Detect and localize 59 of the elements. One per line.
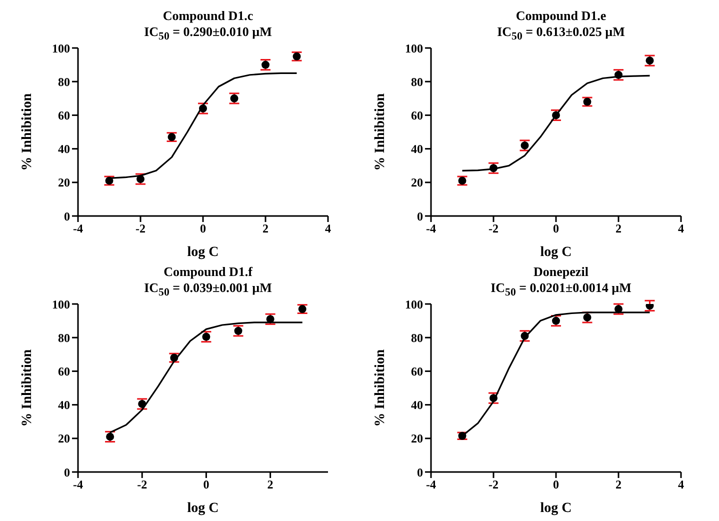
y-tick-label: 60 (411, 364, 423, 378)
y-tick-label: 0 (417, 209, 423, 224)
y-tick-label: 40 (411, 398, 423, 412)
x-tick-label: 0 (553, 478, 559, 492)
x-axis-title: log C (187, 245, 219, 260)
x-tick-label: -2 (488, 222, 498, 236)
x-tick-label: -2 (137, 478, 148, 492)
y-tick-label: 80 (411, 74, 423, 89)
chart-title: Donepezil (532, 264, 590, 280)
y-tick-label: 80 (411, 330, 423, 345)
chart-subtitle: IC$_{50}$ = 0.039±0.001 µM (144, 280, 272, 299)
x-tick-label: 2 (262, 222, 268, 236)
y-tick-label: 20 (58, 176, 70, 190)
y-tick-label: 40 (411, 142, 423, 156)
x-tick-label: 2 (267, 478, 274, 492)
x-tick-label: 0 (553, 222, 559, 236)
x-tick-label: 4 (678, 222, 684, 236)
x-tick-label: 4 (678, 478, 684, 492)
y-tick-label: 80 (58, 74, 70, 89)
y-axis-title: % Inhibition (372, 93, 388, 171)
x-tick-label: 2 (616, 478, 622, 492)
x-tick-label: -4 (73, 222, 83, 236)
y-tick-label: 20 (411, 432, 423, 446)
y-tick-label: 60 (58, 108, 70, 122)
y-tick-label: 100 (405, 297, 423, 312)
y-tick-label: 100 (405, 41, 423, 56)
x-axis-title: log C (187, 501, 219, 516)
y-tick-label: 20 (411, 176, 423, 190)
y-tick-label: 40 (58, 142, 70, 156)
chart-title: Compound D1.c (162, 8, 254, 24)
y-tick-label: 100 (52, 297, 70, 312)
x-tick-label: -4 (426, 222, 436, 236)
y-tick-label: 0 (417, 465, 423, 480)
y-tick-label: 0 (64, 209, 70, 224)
x-axis-title: log C (540, 245, 572, 260)
chart-subtitle: IC$_{50}$ = 0.290±0.010 µM (144, 24, 272, 43)
y-tick-label: 60 (411, 108, 423, 122)
x-tick-label: -4 (73, 478, 83, 492)
x-tick-label: 0 (200, 222, 206, 236)
x-tick-label: 2 (616, 222, 622, 236)
y-tick-label: 60 (58, 364, 70, 378)
y-tick-label: 80 (58, 330, 70, 345)
y-tick-label: 0 (64, 465, 70, 480)
y-axis-title: % Inhibition (20, 93, 35, 171)
chart-subtitle: IC$_{50}$ = 0.0201±0.0014 µM (490, 280, 632, 299)
y-axis-title: % Inhibition (20, 349, 35, 427)
y-tick-label: 40 (58, 398, 70, 412)
y-axis-title: % Inhibition (372, 349, 388, 427)
y-tick-label: 20 (58, 432, 70, 446)
chart-title: Compound D1.e (514, 8, 608, 24)
x-tick-label: -2 (136, 222, 146, 236)
x-tick-label: -4 (426, 478, 436, 492)
chart-title: Compound D1.f (162, 264, 254, 280)
x-tick-label: 4 (325, 222, 331, 236)
y-tick-label: 100 (52, 41, 70, 56)
x-axis-title: log C (540, 501, 572, 516)
chart-subtitle: IC$_{50}$ = 0.613±0.025 µM (497, 24, 625, 43)
x-tick-label: 0 (203, 478, 210, 492)
x-tick-label: -2 (488, 478, 498, 492)
